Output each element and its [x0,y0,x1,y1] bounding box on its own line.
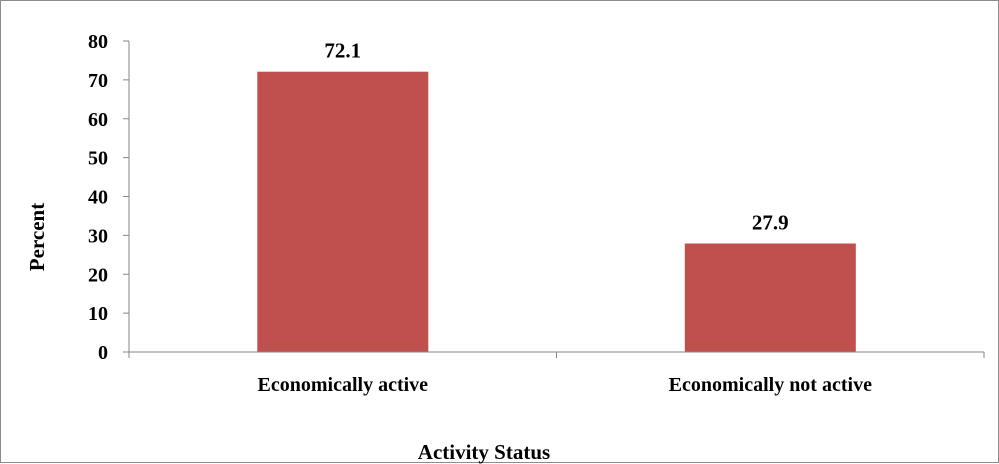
y-tick-label-3: 30 [88,225,108,247]
x-tick-label-1: Economically not active [669,374,872,396]
data-label-0: 72.1 [324,39,361,63]
bar-0 [257,71,429,352]
y-tick-label-5: 50 [88,148,108,170]
bars-group [257,71,856,352]
y-tick-label-7: 70 [88,70,108,92]
data-label-1: 27.9 [752,211,789,235]
y-tick-label-4: 40 [88,187,108,209]
labels-group: 72.1 Economically active 27.9 Economically … [258,39,873,396]
y-tick-label-1: 10 [88,303,108,325]
y-axis-title: Percent [25,203,49,271]
y-tick-label-8: 80 [88,31,108,53]
x-axis-title: Activity Status [418,440,550,464]
x-tick-label-0: Economically active [258,374,429,396]
y-tick-label-6: 60 [88,109,108,131]
y-tick-label-2: 20 [88,264,108,286]
y-ticks-group: 0 10 20 30 40 50 60 70 80 [88,31,129,364]
bar-1 [684,243,856,352]
y-tick-label-0: 0 [98,342,108,364]
